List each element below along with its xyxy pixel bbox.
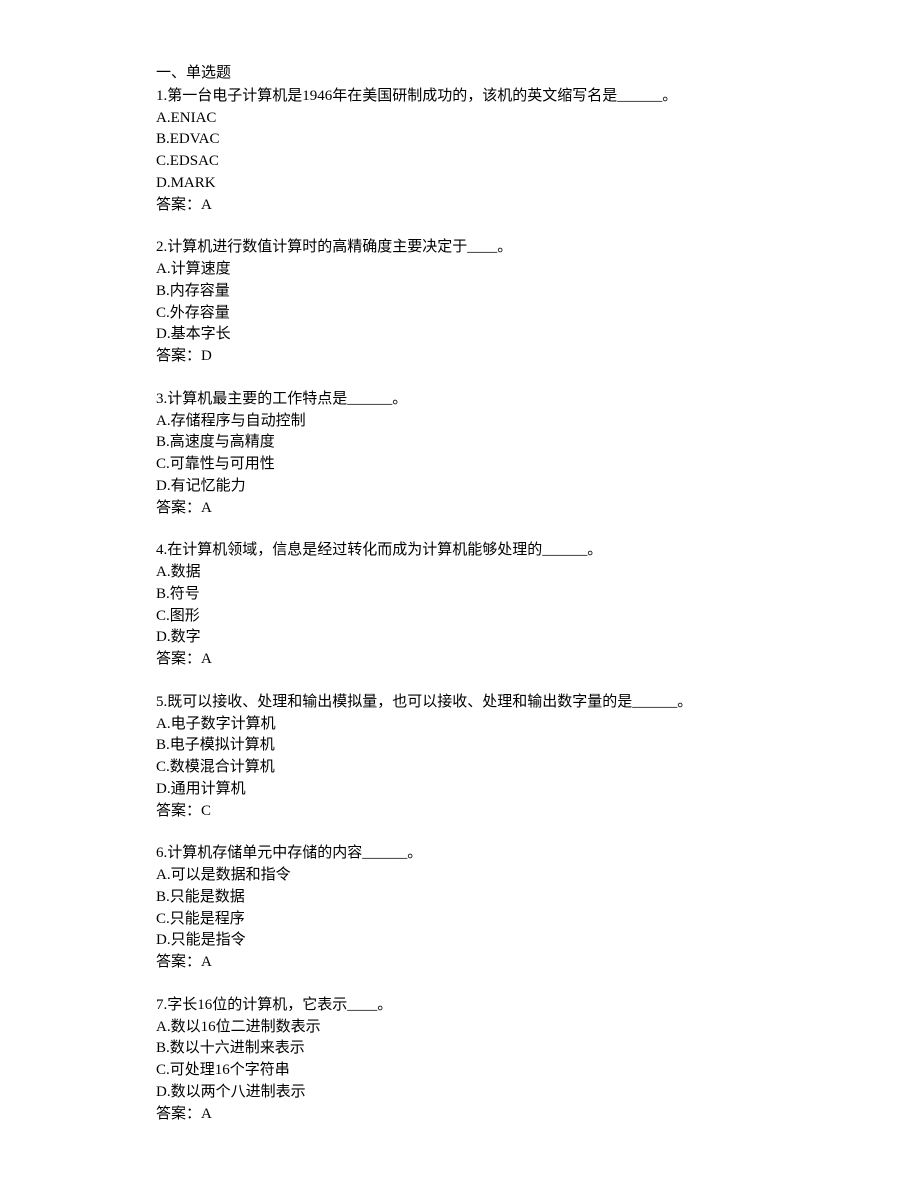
answer: 答案：D (156, 346, 920, 368)
question-block: 2.计算机进行数值计算时的高精确度主要决定于____。A.计算速度B.内存容量C… (156, 237, 920, 368)
option: C.图形 (156, 606, 920, 628)
question-block: 6.计算机存储单元中存储的内容______。A.可以是数据和指令B.只能是数据C… (156, 843, 920, 974)
question-block: 4.在计算机领域，信息是经过转化而成为计算机能够处理的______。A.数据B.… (156, 540, 920, 671)
question-text: 4.在计算机领域，信息是经过转化而成为计算机能够处理的______。 (156, 540, 920, 562)
question-text: 2.计算机进行数值计算时的高精确度主要决定于____。 (156, 237, 920, 259)
option: B.内存容量 (156, 281, 920, 303)
option: B.数以十六进制来表示 (156, 1038, 920, 1060)
option: A.数以16位二进制数表示 (156, 1017, 920, 1039)
option: C.可靠性与可用性 (156, 454, 920, 476)
option: B.电子模拟计算机 (156, 735, 920, 757)
answer: 答案：A (156, 952, 920, 974)
question-text: 6.计算机存储单元中存储的内容______。 (156, 843, 920, 865)
answer: 答案：A (156, 1104, 920, 1126)
option: D.通用计算机 (156, 779, 920, 801)
question-text: 5.既可以接收、处理和输出模拟量，也可以接收、处理和输出数字量的是______。 (156, 692, 920, 714)
option: D.数字 (156, 627, 920, 649)
option: A.计算速度 (156, 259, 920, 281)
question-text: 3.计算机最主要的工作特点是______。 (156, 389, 920, 411)
question-block: 7.字长16位的计算机，它表示____。A.数以16位二进制数表示B.数以十六进… (156, 995, 920, 1126)
option: A.存储程序与自动控制 (156, 411, 920, 433)
questions-container: 1.第一台电子计算机是1946年在美国研制成功的，该机的英文缩写名是______… (156, 86, 920, 1126)
option: B.高速度与高精度 (156, 432, 920, 454)
question-block: 5.既可以接收、处理和输出模拟量，也可以接收、处理和输出数字量的是______。… (156, 692, 920, 823)
option: D.只能是指令 (156, 930, 920, 952)
option: A.电子数字计算机 (156, 714, 920, 736)
option: A.可以是数据和指令 (156, 865, 920, 887)
question-block: 3.计算机最主要的工作特点是______。A.存储程序与自动控制B.高速度与高精… (156, 389, 920, 520)
option: C.可处理16个字符串 (156, 1060, 920, 1082)
option: C.数模混合计算机 (156, 757, 920, 779)
answer: 答案：C (156, 801, 920, 823)
option: A.数据 (156, 562, 920, 584)
option: C.只能是程序 (156, 909, 920, 931)
option: C.EDSAC (156, 151, 920, 173)
question-text: 7.字长16位的计算机，它表示____。 (156, 995, 920, 1017)
option: B.只能是数据 (156, 887, 920, 909)
option: D.MARK (156, 173, 920, 195)
option: B.EDVAC (156, 129, 920, 151)
option: A.ENIAC (156, 108, 920, 130)
section-title: 一、单选题 (156, 63, 920, 85)
answer: 答案：A (156, 498, 920, 520)
question-block: 1.第一台电子计算机是1946年在美国研制成功的，该机的英文缩写名是______… (156, 86, 920, 217)
option: D.数以两个八进制表示 (156, 1082, 920, 1104)
option: B.符号 (156, 584, 920, 606)
option: D.有记忆能力 (156, 476, 920, 498)
answer: 答案：A (156, 649, 920, 671)
option: D.基本字长 (156, 324, 920, 346)
option: C.外存容量 (156, 303, 920, 325)
answer: 答案：A (156, 195, 920, 217)
question-text: 1.第一台电子计算机是1946年在美国研制成功的，该机的英文缩写名是______… (156, 86, 920, 108)
